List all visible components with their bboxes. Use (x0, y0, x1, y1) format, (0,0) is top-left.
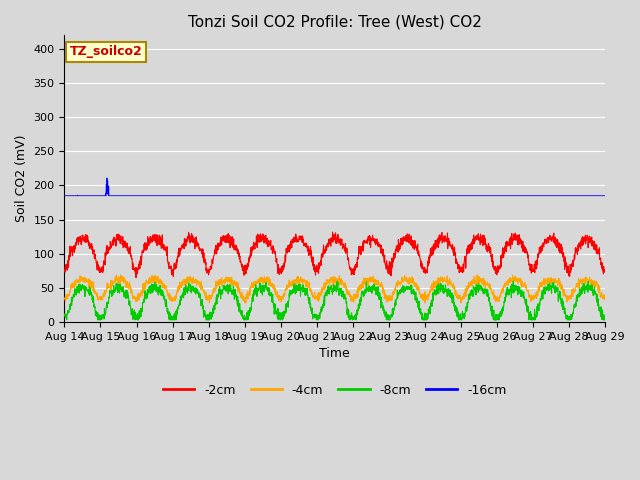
X-axis label: Time: Time (319, 347, 350, 360)
Text: TZ_soilco2: TZ_soilco2 (70, 46, 143, 59)
Title: Tonzi Soil CO2 Profile: Tree (West) CO2: Tonzi Soil CO2 Profile: Tree (West) CO2 (188, 15, 482, 30)
Y-axis label: Soil CO2 (mV): Soil CO2 (mV) (15, 135, 28, 222)
Legend: -2cm, -4cm, -8cm, -16cm: -2cm, -4cm, -8cm, -16cm (158, 379, 512, 402)
